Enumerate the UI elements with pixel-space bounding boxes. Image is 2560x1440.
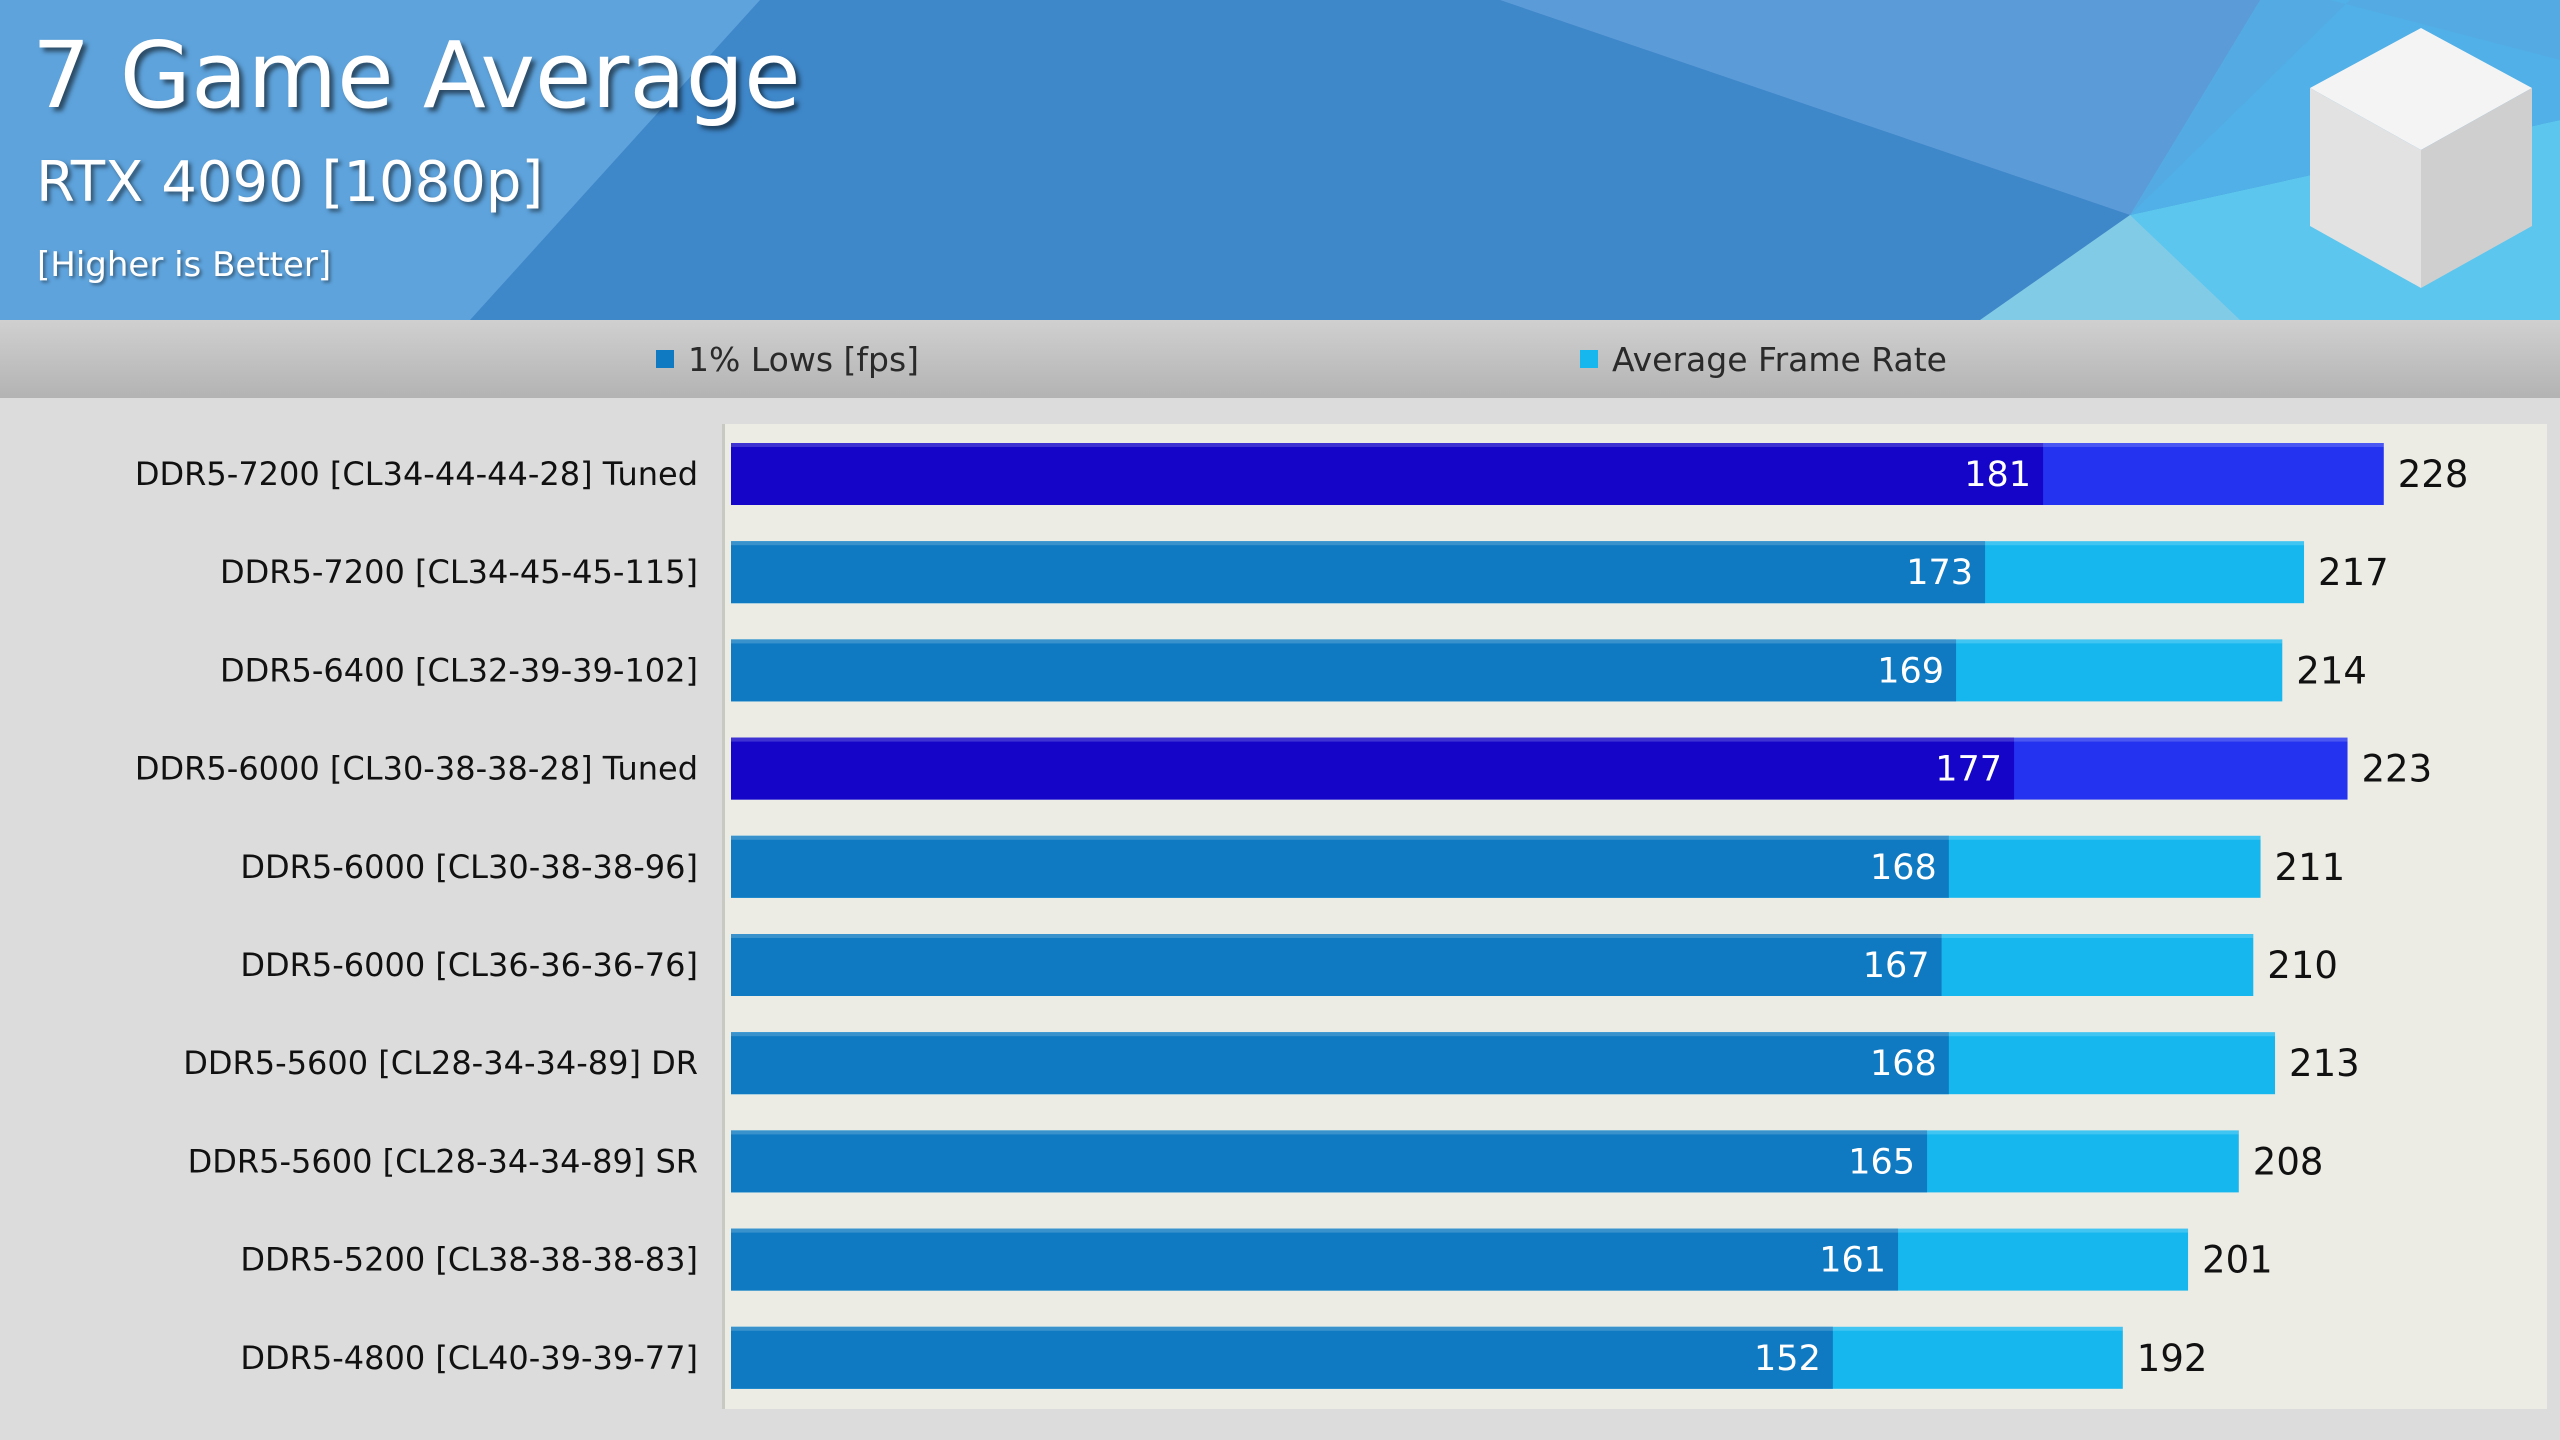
- chart-legend: 1% Lows [fps] Average Frame Rate: [0, 320, 2560, 398]
- data-label-lows: 181: [1964, 455, 2031, 495]
- bar-highlight: [731, 1032, 2276, 1037]
- cube-logo-icon: [2310, 28, 2532, 288]
- bar-lows: [731, 1326, 1833, 1389]
- data-label-average: 210: [2267, 944, 2338, 987]
- legend-item-lows: 1% Lows [fps]: [656, 320, 919, 398]
- bar-lows: [731, 934, 1942, 996]
- category-label: DDR5-5600 [CL28-34-34-89] SR: [188, 1142, 698, 1180]
- data-label-average: 211: [2275, 846, 2346, 889]
- bar-highlight: [731, 443, 2384, 447]
- legend-label-lows: 1% Lows [fps]: [688, 339, 920, 379]
- bar-highlight: [731, 1326, 2123, 1331]
- bar-highlight: [731, 639, 2283, 644]
- bar-lows: [731, 443, 2044, 505]
- category-label: DDR5-5200 [CL38-38-38-83]: [240, 1241, 698, 1279]
- chart-header: 7 Game Average RTX 4090 [1080p] [Higher …: [0, 0, 2560, 320]
- data-label-average: 213: [2289, 1042, 2360, 1085]
- bar-highlight: [731, 835, 2261, 840]
- category-label: DDR5-5600 [CL28-34-34-89] DR: [183, 1044, 698, 1082]
- bar-lows: [731, 1032, 1949, 1095]
- data-label-lows: 165: [1848, 1142, 1915, 1182]
- bar-highlight: [731, 737, 2348, 742]
- data-label-average: 228: [2398, 453, 2469, 496]
- legend-swatch-lows: [656, 350, 674, 368]
- data-label-lows: 173: [1906, 553, 1973, 593]
- bar-highlight: [731, 934, 2254, 938]
- category-label: DDR5-6000 [CL30-38-38-28] Tuned: [135, 750, 698, 788]
- category-label: DDR5-7200 [CL34-45-45-115]: [220, 553, 698, 591]
- category-label: DDR5-6400 [CL32-39-39-102]: [220, 651, 698, 689]
- data-label-lows: 152: [1754, 1339, 1821, 1379]
- category-label: DDR5-7200 [CL34-44-44-28] Tuned: [135, 455, 698, 493]
- data-label-lows: 177: [1935, 750, 2002, 790]
- data-label-average: 217: [2318, 551, 2389, 594]
- bar-highlight: [731, 1130, 2239, 1135]
- data-label-lows: 161: [1819, 1241, 1886, 1281]
- data-label-average: 201: [2202, 1239, 2273, 1282]
- legend-label-average: Average Frame Rate: [1612, 339, 1947, 379]
- bar-highlight: [731, 1228, 2189, 1233]
- category-label: DDR5-6000 [CL36-36-36-76]: [240, 946, 698, 984]
- category-label: DDR5-4800 [CL40-39-39-77]: [240, 1339, 698, 1377]
- data-label-average: 223: [2362, 748, 2433, 791]
- bar-lows: [731, 541, 1986, 604]
- bar-lows: [731, 737, 2015, 800]
- chart-title: 7 Game Average: [32, 22, 801, 129]
- bar-highlight: [731, 541, 2305, 546]
- data-label-average: 214: [2296, 649, 2367, 692]
- data-label-lows: 168: [1870, 1044, 1937, 1084]
- data-label-average: 208: [2253, 1140, 2324, 1183]
- legend-item-average: Average Frame Rate: [1580, 320, 1947, 398]
- chart-note: [Higher is Better]: [37, 245, 332, 285]
- data-label-lows: 168: [1870, 848, 1937, 888]
- bar-lows: [731, 1130, 1928, 1193]
- category-label: DDR5-6000 [CL30-38-38-96]: [240, 848, 698, 886]
- bar-lows: [731, 1228, 1899, 1291]
- legend-swatch-average: [1580, 350, 1598, 368]
- bar-lows: [731, 639, 1957, 702]
- chart-subtitle: RTX 4090 [1080p]: [36, 150, 544, 215]
- data-label-average: 192: [2137, 1337, 2208, 1380]
- data-label-lows: 167: [1863, 946, 1930, 986]
- data-label-lows: 169: [1877, 651, 1944, 691]
- bar-lows: [731, 835, 1949, 898]
